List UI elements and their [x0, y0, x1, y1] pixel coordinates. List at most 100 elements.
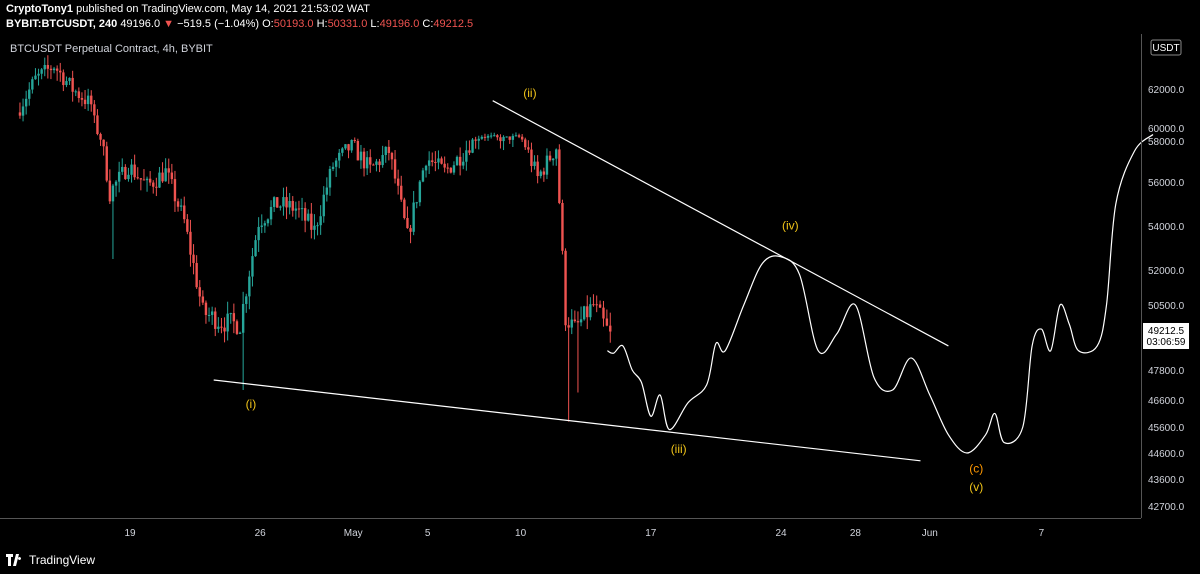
- candle-body: [530, 149, 533, 167]
- candle-body: [415, 202, 418, 204]
- candle-body: [201, 296, 205, 303]
- time-axis[interactable]: 19 26 May 5 10 17 24 28 Jun 7: [124, 528, 1044, 539]
- high-value: 50331.0: [327, 18, 368, 30]
- candle-body: [152, 182, 155, 187]
- candle-body: [189, 231, 192, 255]
- tradingview-icon: [6, 554, 22, 566]
- candle-body: [24, 98, 28, 107]
- candle-body: [558, 149, 561, 203]
- candle-body: [139, 178, 143, 180]
- time-tick-label: 10: [515, 528, 527, 539]
- price-tag-value: 49212.5: [1148, 326, 1185, 337]
- candle-body: [474, 139, 477, 141]
- candle-body: [592, 304, 595, 306]
- candle-body: [421, 170, 425, 182]
- candle-body: [307, 213, 310, 221]
- candle-body: [524, 139, 527, 148]
- candle-body: [241, 303, 245, 333]
- candle-body: [220, 326, 223, 328]
- price-tag-countdown: 03:06:59: [1147, 337, 1186, 348]
- trendline: [492, 100, 949, 347]
- candle-body: [555, 149, 558, 159]
- candle-body: [80, 97, 84, 100]
- candle-body: [427, 160, 431, 166]
- candle-body: [316, 225, 319, 227]
- candle-body: [121, 166, 124, 172]
- candle-body: [186, 219, 189, 232]
- candle-body: [313, 225, 316, 230]
- candle-body: [43, 64, 46, 70]
- candle-body: [310, 213, 313, 230]
- candle-body: [173, 179, 177, 202]
- published-text: published on TradingView.com, May 14, 20…: [76, 3, 371, 15]
- candle-body: [505, 136, 508, 138]
- candle-body: [409, 228, 412, 232]
- time-tick-label: Jun: [922, 528, 938, 539]
- drawings-layer: (i) (ii) (iii) (iv) (c) (v): [213, 86, 1154, 494]
- high-label: H:: [316, 18, 328, 30]
- candle-body: [294, 208, 298, 211]
- price-tick-label: 46600.0: [1148, 396, 1185, 407]
- candle-body: [176, 201, 180, 207]
- candle-body: [260, 225, 263, 227]
- time-tick-label: 17: [645, 528, 657, 539]
- wave-label: (iii): [671, 442, 687, 456]
- candle-body: [158, 172, 161, 188]
- candle-body: [161, 172, 164, 182]
- candle-body: [96, 115, 99, 135]
- candle-body: [602, 307, 605, 319]
- symbol-label[interactable]: BYBIT:BTCUSDT, 240: [6, 18, 118, 30]
- candle-body: [254, 240, 257, 257]
- candle-body: [384, 146, 387, 156]
- candle-body: [514, 135, 518, 137]
- candle-body: [142, 179, 146, 181]
- price-axis[interactable]: 62000.0 60000.0 58000.0 56000.0 54000.0 52000…: [1148, 85, 1185, 513]
- candle-body: [406, 217, 409, 229]
- price-tick-label: 52000.0: [1148, 266, 1185, 277]
- chart-title: BTCUSDT Perpetual Contract, 4h, BYBIT: [10, 43, 213, 55]
- candle-body: [508, 136, 511, 140]
- candle-body: [328, 168, 332, 188]
- candle-body: [356, 140, 360, 161]
- currency-badge-box: [1150, 39, 1182, 56]
- candle-body: [527, 147, 530, 150]
- candle-body: [130, 164, 133, 175]
- candle-body: [300, 208, 304, 210]
- candle-body: [18, 112, 22, 116]
- price-tick-label: 60000.0: [1148, 124, 1185, 135]
- candle-body: [424, 165, 428, 171]
- candle-body: [595, 304, 598, 306]
- candle-body: [164, 168, 167, 182]
- currency-badge[interactable]: USDT: [1150, 39, 1182, 56]
- candle-body: [235, 321, 239, 334]
- candle-body: [232, 313, 236, 322]
- candle-body: [192, 254, 195, 263]
- wave-label: (c): [969, 462, 983, 476]
- footer-bar: TradingView: [0, 545, 1200, 574]
- candle-body: [400, 185, 403, 200]
- candle-body: [136, 177, 139, 179]
- candle-body: [434, 161, 437, 163]
- candle-body: [465, 150, 468, 162]
- publisher-name[interactable]: CryptoTony1: [6, 3, 74, 15]
- candle-body: [359, 151, 363, 161]
- price-tick-label: 58000.0: [1148, 137, 1185, 148]
- candle-body: [520, 136, 524, 140]
- candle-body: [117, 171, 121, 182]
- candle-body: [59, 70, 62, 73]
- candle-body: [133, 164, 136, 178]
- down-arrow-icon: ▼: [163, 18, 175, 30]
- candle-body: [65, 81, 68, 86]
- candle-body: [40, 69, 43, 74]
- candle-body: [111, 185, 115, 202]
- candles-layer: [18, 55, 612, 422]
- candle-body: [325, 187, 329, 195]
- candle-body: [331, 166, 335, 169]
- candle-body: [446, 167, 449, 169]
- candle-body: [102, 139, 105, 147]
- candle-body: [86, 95, 90, 105]
- candle-body: [223, 327, 226, 332]
- tradingview-logo[interactable]: TradingView: [6, 553, 95, 567]
- candle-body: [396, 178, 400, 186]
- price-chart[interactable]: BTCUSDT Perpetual Contract, 4h, BYBIT (i…: [0, 34, 1200, 545]
